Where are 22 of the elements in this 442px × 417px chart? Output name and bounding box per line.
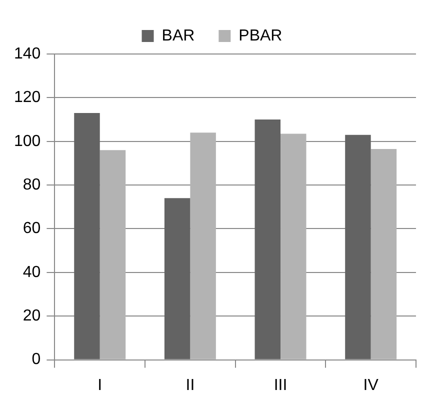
y-tick-label: 20 xyxy=(22,308,41,325)
y-tick-label: 80 xyxy=(22,176,41,194)
bar xyxy=(190,132,216,360)
y-tick-label: 100 xyxy=(14,132,41,150)
y-tick-label: 140 xyxy=(14,45,41,62)
bar xyxy=(164,198,190,360)
bar xyxy=(74,112,100,360)
y-tick-label: 60 xyxy=(22,220,41,238)
y-tick-label: 120 xyxy=(14,89,41,106)
bar xyxy=(280,134,306,360)
bar xyxy=(100,150,126,360)
legend-label: PBAR xyxy=(238,27,282,44)
legend-label: BAR xyxy=(162,27,195,44)
bar xyxy=(345,134,371,360)
x-tick-label: IV xyxy=(363,376,379,394)
bar xyxy=(370,149,397,360)
bar xyxy=(254,120,281,360)
x-tick-label: II xyxy=(186,376,195,394)
x-tick-label: III xyxy=(274,376,288,394)
y-tick-label: 0 xyxy=(32,351,41,368)
y-tick-label: 40 xyxy=(22,264,41,281)
x-tick-label: I xyxy=(98,376,102,394)
